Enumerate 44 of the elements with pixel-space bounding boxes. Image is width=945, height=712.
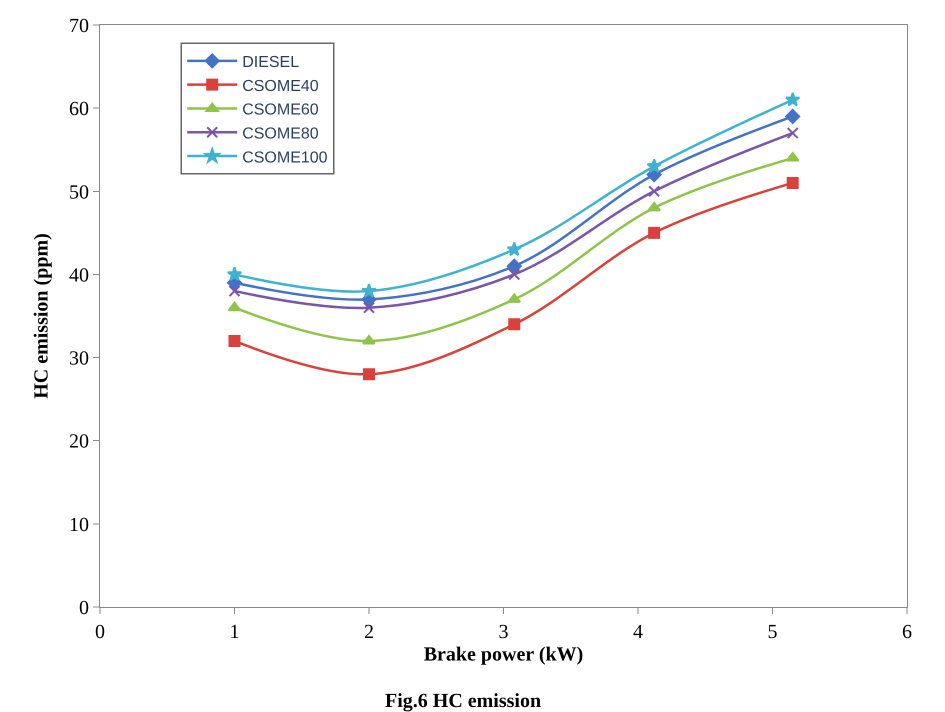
- x-tick-label: 0: [95, 621, 105, 643]
- point: [361, 283, 377, 298]
- x-tick-label: 6: [902, 621, 912, 643]
- y-axis-title: HC emission (ppm): [30, 233, 52, 399]
- x-axis-title: Brake power (kW): [424, 644, 584, 666]
- point: [786, 152, 800, 162]
- y-tick-label: 10: [69, 514, 89, 536]
- point: [648, 185, 660, 198]
- point: [508, 268, 520, 280]
- y-tick-label: 50: [69, 181, 89, 204]
- point: [228, 334, 240, 347]
- point: [646, 158, 662, 173]
- x-tick-label: 3: [498, 621, 508, 643]
- x-tick-label: 5: [768, 621, 778, 643]
- caption: Fig.6 HC emission: [385, 690, 542, 712]
- point: [785, 92, 800, 106]
- point: [648, 226, 660, 239]
- point: [228, 302, 242, 312]
- point: [786, 127, 799, 140]
- point: [506, 258, 522, 274]
- legend-label: CSOME60: [242, 102, 319, 119]
- x-tick-label: 1: [230, 621, 240, 643]
- point: [363, 368, 375, 380]
- point: [508, 318, 520, 330]
- x-tick-label: 4: [633, 621, 643, 643]
- legend-label: DIESEL: [242, 54, 300, 72]
- y-tick-label: 40: [69, 264, 89, 286]
- legend-label: CSOME100: [242, 149, 328, 166]
- point: [785, 108, 800, 124]
- x-tick-label: 2: [364, 621, 374, 643]
- point: [786, 176, 799, 189]
- point: [647, 202, 661, 212]
- point: [506, 241, 522, 256]
- y-tick-label: 0: [79, 597, 89, 619]
- y-tick-label: 70: [69, 15, 89, 37]
- legend-label: CSOME40: [242, 78, 319, 95]
- point: [363, 302, 375, 314]
- point: [228, 285, 240, 298]
- y-tick-label: 20: [69, 430, 89, 453]
- y-tick-label: 30: [69, 348, 89, 370]
- legend-label: CSOME80: [242, 126, 319, 142]
- y-tick-label: 60: [69, 98, 89, 120]
- point: [226, 266, 242, 282]
- point: [362, 334, 376, 344]
